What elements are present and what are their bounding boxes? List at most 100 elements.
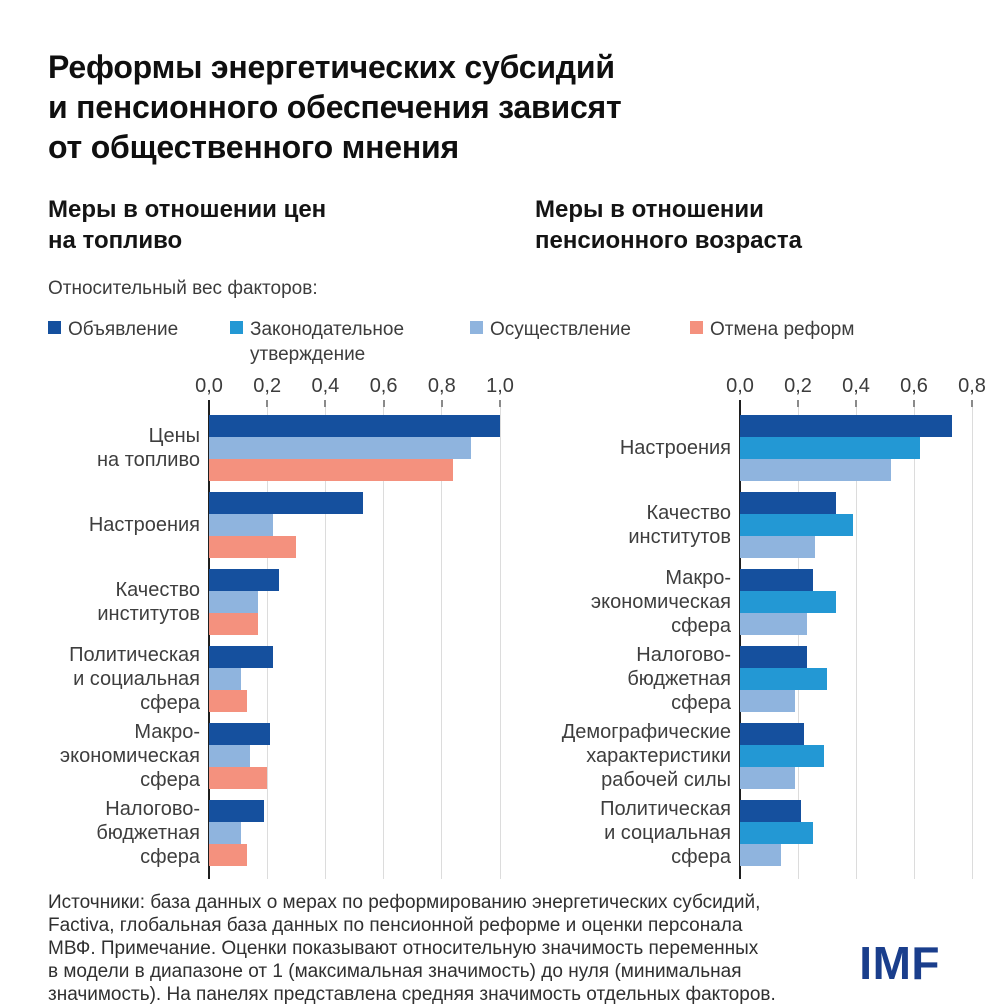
legend: Объявление Законодательное утверждение Осу…: [48, 317, 942, 367]
legend-swatch-reversal: [690, 321, 703, 335]
bar-group: [740, 645, 972, 712]
plot-area: Настроения Качество институтов Макро- экон…: [544, 400, 973, 880]
bar-legislation: [740, 667, 827, 690]
x-tick-mark: [913, 400, 915, 408]
category-row: Качество институтов: [544, 486, 972, 563]
category-row: Налогово- бюджетная сфера: [48, 794, 500, 871]
page-title: Реформы энергетических субсидий и пенсио…: [48, 49, 622, 166]
bar-group: [209, 645, 500, 712]
bar-group: [209, 414, 500, 481]
x-tick-label: 0,4: [311, 375, 340, 398]
x-tick-mark: [440, 400, 443, 408]
bar-implementation: [740, 766, 796, 789]
bar-legislation: [740, 436, 920, 459]
bar-announcement: [740, 491, 836, 514]
bar-group: [209, 568, 500, 635]
legend-item: Законодательное утверждение: [230, 317, 470, 367]
legend-swatch-legislation: [230, 321, 243, 335]
gridline: [266, 407, 268, 880]
legend-item: Осуществление: [470, 317, 690, 342]
bar-announcement: [740, 799, 801, 822]
bar-announcement: [209, 645, 274, 668]
x-tick-mark: [855, 400, 857, 408]
x-tick-mark: [324, 400, 327, 408]
gridline: [441, 407, 443, 880]
bar-reversal: [209, 458, 454, 481]
footer: Источники: база данных о мерах по реформ…: [48, 891, 942, 1006]
legend-label: Отмена реформ: [710, 319, 855, 341]
bar-implementation: [209, 667, 241, 690]
category-label: Настроения: [619, 436, 731, 459]
bar-legislation: [740, 590, 836, 613]
bar-group: [740, 491, 972, 558]
legend-label: Осуществление: [490, 319, 631, 341]
legend-label: Объявление: [68, 319, 179, 341]
category-label: Настроения: [88, 513, 200, 536]
bar-reversal: [209, 843, 247, 866]
gridline: [383, 407, 385, 880]
bar-announcement: [740, 645, 807, 668]
x-tick-mark: [208, 400, 210, 408]
pension-age-chart: 0,0 0,2 0,4 0,6 0,8 Настроения Качество инсти…: [544, 373, 986, 880]
category-row: Настроения: [48, 486, 500, 563]
category-row: Налогово-бюджетная сфера: [544, 640, 972, 717]
legend-item: Объявление: [48, 317, 230, 342]
x-tick-label: 0,0: [195, 375, 223, 398]
legend-item: Отмена реформ: [690, 317, 854, 342]
bar-announcement: [209, 414, 500, 437]
bar-implementation: [740, 535, 816, 558]
plot-area: Цены на топливо Настроения Качество инстит…: [48, 400, 501, 880]
x-axis-ticks: 0,0 0,2 0,4 0,6 0,8: [726, 373, 986, 407]
bar-implementation: [740, 843, 781, 866]
category-label: Макро- экономическая сфера: [590, 566, 731, 637]
bar-announcement: [740, 568, 813, 591]
gridline: [499, 407, 501, 880]
y-axis-line: [739, 407, 741, 880]
bar-reversal: [209, 766, 268, 789]
x-tick-label: 0,6: [369, 375, 398, 398]
bar-reversal: [209, 612, 259, 635]
source-note: Источники: база данных о мерах по реформ…: [48, 892, 776, 1006]
category-label: Налогово- бюджетная сфера: [96, 797, 200, 868]
x-tick-label: 1,0: [486, 375, 514, 398]
bar-reversal: [209, 535, 297, 558]
bar-legislation: [740, 744, 825, 767]
gridline: [855, 407, 857, 880]
gridlines: [739, 400, 973, 880]
bar-group: [740, 568, 972, 635]
category-row: Политическая и социальная сфера: [544, 794, 972, 871]
gridline: [971, 407, 973, 880]
x-tick-label: 0,2: [784, 375, 812, 398]
category-label: Налогово-бюджетная сфера: [627, 643, 731, 714]
bar-announcement: [209, 491, 364, 514]
x-tick-label: 0,6: [900, 375, 928, 398]
bar-group: [740, 799, 972, 866]
x-tick-mark: [266, 400, 269, 408]
legend-intro: Относительный вес факторов:: [48, 278, 318, 300]
x-tick-label: 0,8: [958, 375, 986, 398]
bar-implementation: [209, 436, 471, 459]
y-axis-line: [208, 407, 210, 880]
gridline: [324, 407, 326, 880]
category-row: Настроения: [544, 409, 972, 486]
category-label: Демографические характеристики рабочей с…: [561, 720, 731, 791]
legend-label: Законодательное утверждение: [250, 319, 405, 366]
bar-reversal: [209, 689, 247, 712]
bar-rows: Цены на топливо Настроения Качество инстит…: [48, 407, 500, 879]
x-tick-label: 0,0: [726, 375, 754, 398]
bar-group: [740, 722, 972, 789]
category-label: Макро- экономическая сфера: [59, 720, 200, 791]
x-tick-mark: [499, 400, 501, 408]
panel-title-pension-age: Меры в отношении пенсионного возраста: [535, 196, 802, 255]
legend-swatch-implementation: [470, 321, 483, 335]
x-axis-ticks: 0,0 0,2 0,4 0,6 0,8 1,0: [195, 373, 514, 407]
category-label: Политическая и социальная сфера: [69, 643, 200, 714]
category-label: Качество институтов: [628, 501, 731, 548]
bar-implementation: [740, 689, 796, 712]
bar-implementation: [209, 513, 274, 536]
x-tick-mark: [797, 400, 799, 408]
category-row: Макро- экономическая сфера: [544, 563, 972, 640]
bar-implementation: [209, 590, 259, 613]
bar-group: [209, 722, 500, 789]
